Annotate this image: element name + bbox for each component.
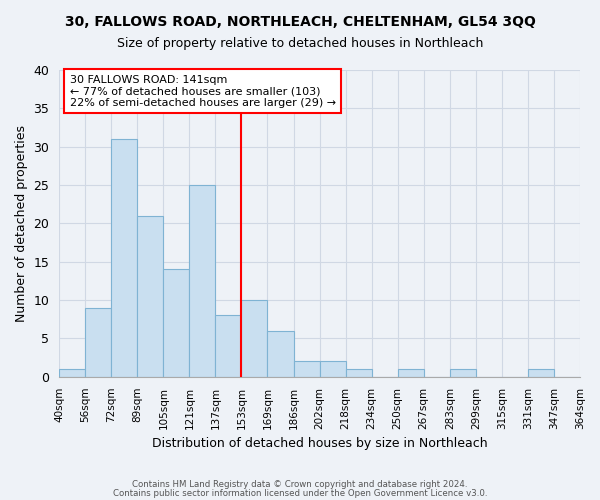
Text: Contains public sector information licensed under the Open Government Licence v3: Contains public sector information licen…	[113, 490, 487, 498]
Bar	[137, 216, 163, 377]
Bar	[346, 369, 371, 377]
Y-axis label: Number of detached properties: Number of detached properties	[15, 125, 28, 322]
Text: 30, FALLOWS ROAD, NORTHLEACH, CHELTENHAM, GL54 3QQ: 30, FALLOWS ROAD, NORTHLEACH, CHELTENHAM…	[65, 15, 535, 29]
Bar	[85, 308, 111, 377]
Bar	[320, 362, 346, 377]
Bar	[268, 331, 293, 377]
Text: Contains HM Land Registry data © Crown copyright and database right 2024.: Contains HM Land Registry data © Crown c…	[132, 480, 468, 489]
Bar	[450, 369, 476, 377]
Bar	[163, 270, 190, 377]
Bar	[398, 369, 424, 377]
Bar	[59, 369, 85, 377]
Bar	[528, 369, 554, 377]
Text: 30 FALLOWS ROAD: 141sqm
← 77% of detached houses are smaller (103)
22% of semi-d: 30 FALLOWS ROAD: 141sqm ← 77% of detache…	[70, 74, 335, 108]
Bar	[111, 139, 137, 377]
Bar	[293, 362, 320, 377]
Bar	[215, 316, 241, 377]
Text: Size of property relative to detached houses in Northleach: Size of property relative to detached ho…	[117, 38, 483, 51]
Bar	[241, 300, 268, 377]
Bar	[190, 185, 215, 377]
X-axis label: Distribution of detached houses by size in Northleach: Distribution of detached houses by size …	[152, 437, 487, 450]
